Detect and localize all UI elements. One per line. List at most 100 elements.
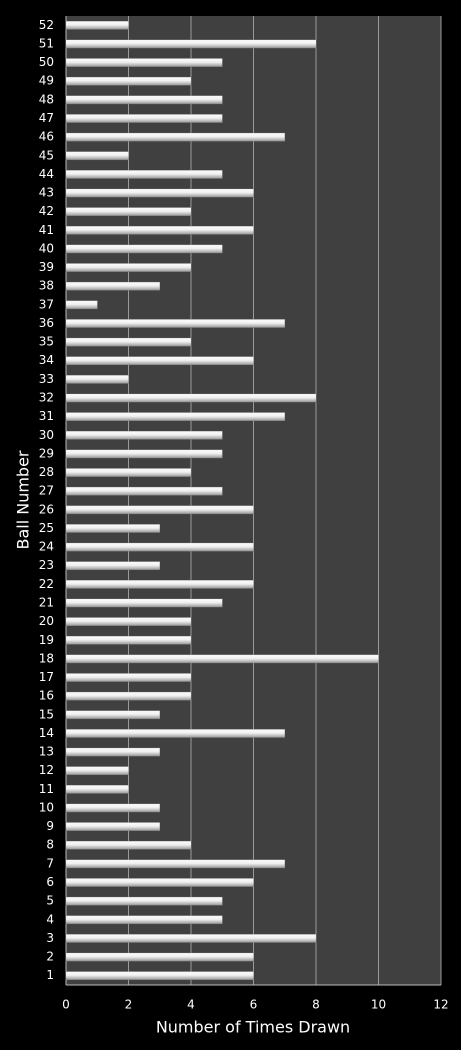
bar-highlight — [66, 77, 191, 86]
bar-highlight — [66, 617, 191, 626]
bar-highlight — [66, 375, 129, 384]
y-tick-label: 36 — [39, 316, 54, 330]
y-tick-label: 12 — [39, 763, 54, 777]
y-tick-label: 16 — [39, 689, 54, 703]
y-tick-label: 44 — [39, 167, 54, 181]
y-tick-label: 51 — [39, 36, 54, 50]
y-tick-label: 28 — [39, 465, 54, 479]
y-tick-label: 21 — [39, 595, 54, 609]
y-tick-label: 50 — [39, 55, 54, 69]
y-tick-label: 41 — [39, 223, 54, 237]
bar-highlight — [66, 95, 223, 104]
y-tick-label: 35 — [39, 335, 54, 349]
y-tick-label: 17 — [39, 670, 54, 684]
y-tick-label: 33 — [39, 372, 54, 386]
bar-highlight — [66, 953, 254, 962]
bar-highlight — [66, 673, 191, 682]
bar-highlight — [66, 897, 223, 906]
y-tick-label: 29 — [39, 446, 54, 460]
bar-highlight — [66, 841, 191, 850]
bar-highlight — [66, 822, 160, 831]
bar-highlight — [66, 524, 160, 533]
bar-highlight — [66, 580, 254, 589]
x-tick-label: 10 — [371, 998, 386, 1012]
y-tick-label: 31 — [39, 409, 54, 423]
y-tick-label: 24 — [39, 540, 54, 554]
bar-highlight — [66, 598, 223, 607]
bar-highlight — [66, 319, 285, 328]
y-tick-label: 4 — [46, 912, 54, 926]
y-tick-label: 32 — [39, 391, 54, 405]
bar-highlight — [66, 934, 316, 943]
bar-highlight — [66, 785, 129, 794]
bar-highlight — [66, 263, 191, 272]
x-tick-label: 8 — [312, 998, 320, 1012]
y-tick-label: 9 — [46, 819, 54, 833]
y-tick-label: 34 — [39, 353, 54, 367]
bar-highlight — [66, 803, 160, 812]
x-tick-label: 6 — [250, 998, 258, 1012]
bar-highlight — [66, 766, 129, 775]
y-tick-label: 19 — [39, 633, 54, 647]
bar-highlight — [66, 729, 285, 738]
y-tick-label: 40 — [39, 241, 54, 255]
bar-highlight — [66, 39, 316, 48]
y-tick-label: 22 — [39, 577, 54, 591]
bar-highlight — [66, 971, 254, 980]
y-tick-label: 10 — [39, 800, 54, 814]
y-tick-label: 8 — [46, 838, 54, 852]
bar-highlight — [66, 449, 223, 458]
bar-highlight — [66, 394, 316, 403]
bar-highlight — [66, 300, 98, 309]
bar-highlight — [66, 58, 223, 67]
bar-highlight — [66, 151, 129, 160]
bar-highlight — [66, 561, 160, 570]
bar-highlight — [66, 859, 285, 868]
y-tick-label: 45 — [39, 148, 54, 162]
y-tick-label: 15 — [39, 707, 54, 721]
y-tick-label: 1 — [46, 968, 54, 982]
y-tick-label: 25 — [39, 521, 54, 535]
y-tick-label: 42 — [39, 204, 54, 218]
y-tick-label: 52 — [39, 18, 54, 32]
y-tick-label: 3 — [46, 931, 54, 945]
y-tick-label: 13 — [39, 745, 54, 759]
y-tick-label: 48 — [39, 92, 54, 106]
y-axis-title: Ball Number — [14, 450, 33, 549]
bar-highlight — [66, 692, 191, 701]
y-tick-label: 47 — [39, 111, 54, 125]
bar-highlight — [66, 338, 191, 347]
bar-highlight — [66, 282, 160, 291]
y-tick-label: 26 — [39, 502, 54, 516]
y-tick-label: 39 — [39, 260, 54, 274]
bar-highlight — [66, 505, 254, 514]
y-tick-label: 30 — [39, 428, 54, 442]
bar-highlight — [66, 244, 223, 253]
bar-highlight — [66, 21, 129, 30]
bar-highlight — [66, 114, 223, 123]
x-tick-label: 2 — [125, 998, 133, 1012]
y-tick-label: 11 — [39, 782, 54, 796]
y-tick-label: 37 — [39, 297, 54, 311]
bar-highlight — [66, 654, 379, 663]
y-tick-label: 7 — [46, 856, 54, 870]
x-tick-label: 0 — [62, 998, 70, 1012]
y-tick-label: 14 — [39, 726, 54, 740]
bar-highlight — [66, 487, 223, 496]
bar-highlight — [66, 748, 160, 757]
bar-highlight — [66, 431, 223, 440]
bar-highlight — [66, 189, 254, 198]
y-tick-label: 6 — [46, 875, 54, 889]
bar-highlight — [66, 226, 254, 235]
bar-highlight — [66, 878, 254, 887]
bar-highlight — [66, 356, 254, 365]
y-tick-label: 18 — [39, 651, 54, 665]
x-axis-title: Number of Times Drawn — [156, 1018, 350, 1037]
bar-highlight — [66, 636, 191, 645]
bar-highlight — [66, 207, 191, 216]
y-tick-label: 27 — [39, 484, 54, 498]
y-tick-label: 20 — [39, 614, 54, 628]
bar-highlight — [66, 468, 191, 477]
x-tick-label: 4 — [187, 998, 195, 1012]
